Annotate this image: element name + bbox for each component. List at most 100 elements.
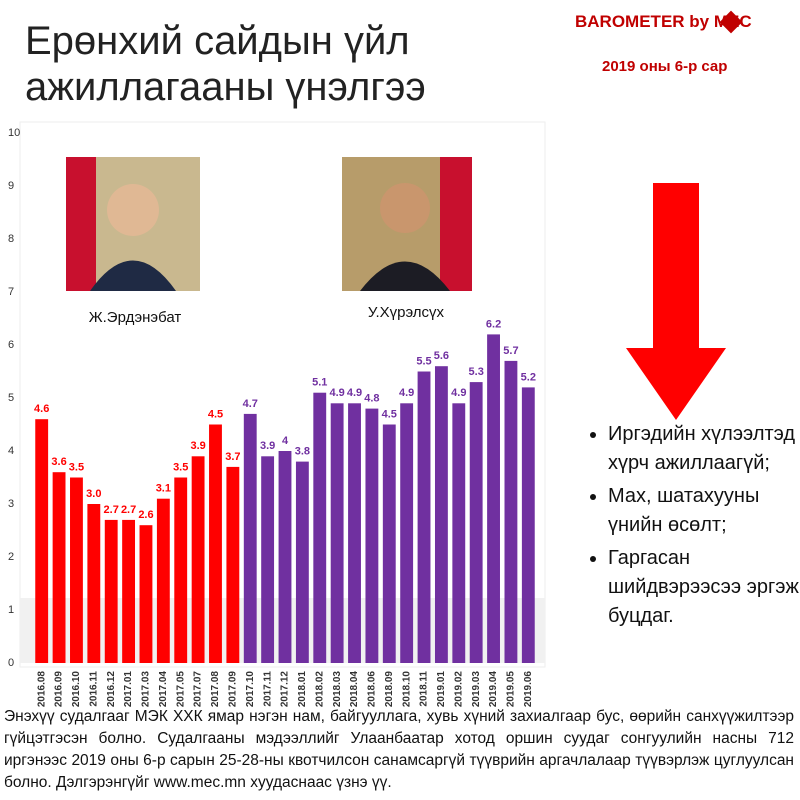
value-label: 3.7 <box>225 451 240 463</box>
bar <box>487 334 500 663</box>
person-name: У.Хүрэлсүх <box>368 304 445 321</box>
x-tick-label: 2017.03 <box>141 671 152 708</box>
bar <box>87 504 101 663</box>
value-label: 2.7 <box>104 504 119 516</box>
brand: BAROMETER by MEC <box>575 12 752 31</box>
value-label: 4.9 <box>347 387 362 399</box>
x-tick-label: 2017.01 <box>123 671 134 708</box>
value-label: 4.8 <box>364 393 379 405</box>
value-label: 5.6 <box>434 350 449 362</box>
bar <box>139 525 153 663</box>
x-tick-label: 2017.09 <box>228 671 239 708</box>
bar <box>122 519 136 663</box>
bar <box>295 461 309 663</box>
bar <box>469 382 483 663</box>
bullet: Мах, шатахууны үнийн өсөлт; <box>608 482 800 540</box>
x-tick-label: 2016.12 <box>106 671 117 708</box>
x-tick-label: 2018.03 <box>332 671 343 708</box>
value-label: 4.7 <box>243 398 258 410</box>
bar <box>382 424 396 663</box>
bar <box>313 392 327 663</box>
x-tick-label: 2018.06 <box>367 671 378 708</box>
photo-face <box>107 184 159 236</box>
y-tick-label: 5 <box>8 392 14 404</box>
bar <box>174 477 188 663</box>
x-tick-label: 2018.04 <box>349 671 360 708</box>
x-tick-label: 2017.12 <box>280 671 291 708</box>
value-label: 4.9 <box>399 387 414 399</box>
y-tick-label: 8 <box>8 233 14 245</box>
bar <box>330 403 344 663</box>
x-tick-label: 2016.10 <box>71 671 82 708</box>
bullet: Иргэдийн хүлээлтэд хүрч ажиллаагүй; <box>608 420 800 478</box>
value-label: 5.5 <box>416 355 431 367</box>
bar <box>417 371 431 663</box>
y-tick-label: 6 <box>8 339 14 351</box>
x-tick-label: 2019.05 <box>506 671 517 708</box>
value-label: 4.5 <box>208 408 223 420</box>
bar <box>400 403 414 663</box>
x-tick-label: 2016.08 <box>36 671 47 708</box>
x-tick-label: 2017.08 <box>210 671 221 708</box>
x-tick-label: 2018.11 <box>419 671 430 707</box>
y-tick-label: 4 <box>8 445 14 457</box>
bar <box>504 360 518 663</box>
down-arrow <box>626 183 726 420</box>
value-label: 5.7 <box>503 345 518 357</box>
value-label: 5.1 <box>312 377 327 389</box>
value-label: 6.2 <box>486 318 501 330</box>
value-label: 3.6 <box>51 456 66 468</box>
value-label: 5.3 <box>469 366 484 378</box>
flag <box>440 157 472 291</box>
bar <box>278 451 292 663</box>
bar <box>209 424 222 663</box>
x-tick-label: 2018.01 <box>297 671 308 708</box>
value-label: 3.9 <box>190 440 205 452</box>
bar <box>521 387 535 663</box>
y-tick-label: 0 <box>8 657 14 669</box>
x-tick-label: 2017.05 <box>175 671 186 708</box>
value-label: 5.2 <box>521 371 536 383</box>
y-tick-label: 9 <box>8 180 14 192</box>
value-label: 4.9 <box>451 387 466 399</box>
x-tick-label: 2018.09 <box>384 671 395 708</box>
y-tick-label: 3 <box>8 498 14 510</box>
value-label: 3.5 <box>173 461 188 473</box>
bar <box>243 413 257 663</box>
photo-face <box>380 183 430 233</box>
y-tick-label: 2 <box>8 551 14 563</box>
title: Ерөнхий сайдын үйл ажиллагааны үнэлгээ <box>25 19 426 109</box>
bar <box>365 408 379 663</box>
person-name: Ж.Эрдэнэбат <box>89 309 182 326</box>
bar <box>434 366 448 663</box>
x-tick-label: 2019.02 <box>453 671 464 708</box>
value-label: 2.7 <box>121 504 136 516</box>
x-tick-label: 2019.04 <box>488 671 499 708</box>
bar <box>52 472 66 663</box>
value-label: 3.8 <box>295 446 310 458</box>
value-label: 3.0 <box>86 488 101 500</box>
value-label: 4.9 <box>329 387 344 399</box>
bar <box>348 403 361 663</box>
y-tick-label: 7 <box>8 286 14 298</box>
x-tick-label: 2019.06 <box>523 671 534 708</box>
photo-suit <box>360 261 450 291</box>
bar <box>226 466 240 663</box>
x-tick-label: 2019.03 <box>471 671 482 708</box>
value-label: 3.5 <box>69 461 84 473</box>
x-tick-label: 2018.10 <box>401 671 412 708</box>
value-label: 2.6 <box>138 509 153 521</box>
y-tick-label: 10 <box>8 127 20 139</box>
bar <box>452 403 466 663</box>
value-label: 3.9 <box>260 440 275 452</box>
footnote: Энэхүү судалгааг МЭК ХХК ямар нэгэн нам,… <box>4 708 794 791</box>
bullet-list: Иргэдийн хүлээлтэд хүрч ажиллаагүй;Мах, … <box>582 420 800 635</box>
value-label: 3.1 <box>156 483 171 495</box>
value-label: 4.5 <box>382 408 397 420</box>
x-tick-label: 2019.01 <box>436 671 447 708</box>
x-tick-label: 2016.09 <box>54 671 65 708</box>
x-tick-label: 2017.07 <box>193 671 204 708</box>
x-tick-label: 2017.11 <box>262 671 273 707</box>
x-tick-label: 2016.11 <box>88 671 99 707</box>
